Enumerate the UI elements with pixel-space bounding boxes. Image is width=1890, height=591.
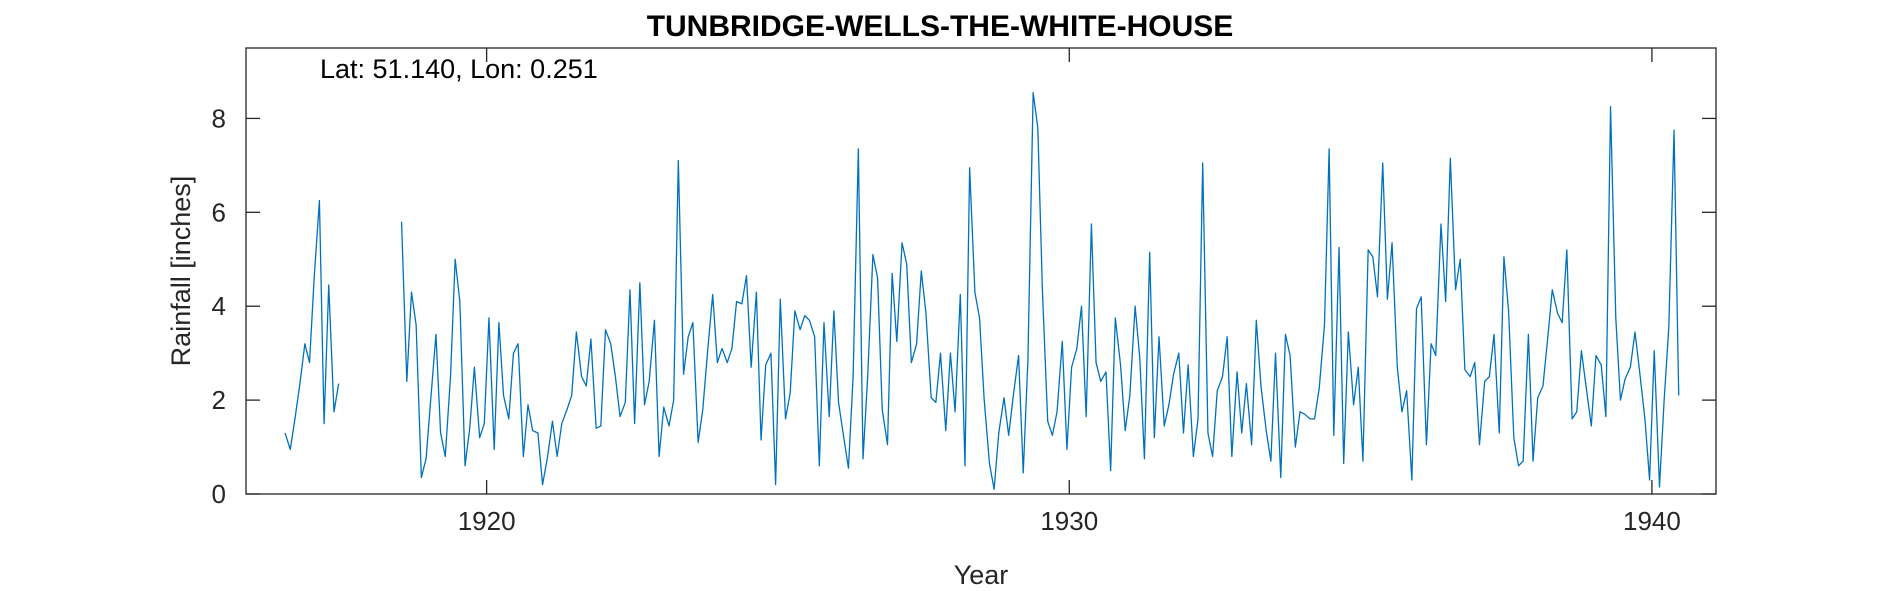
y-axis-label: Rainfall [inches] [166,176,196,367]
series-layer [284,91,1680,490]
ticks-layer: 1920 1930 1940 0 2 4 6 8 [212,48,1716,536]
y-tick-label: 4 [212,291,226,321]
location-annotation: Lat: 51.140, Lon: 0.251 [320,54,598,84]
x-tick-label: 1940 [1623,506,1681,536]
x-tick-label: 1920 [458,506,516,536]
y-tick-label: 6 [212,197,226,227]
x-axis-label: Year [954,560,1009,590]
rainfall-series-line-segment-2 [400,91,1680,490]
y-tick-label: 0 [212,479,226,509]
axes-layer [245,47,1717,495]
chart-title: TUNBRIDGE-WELLS-THE-WHITE-HOUSE [647,10,1234,43]
plot-area [246,48,1716,494]
y-tick-label: 8 [212,103,226,133]
rainfall-series-line-segment-1 [284,199,340,451]
x-tick-label: 1930 [1040,506,1098,536]
plot-box [245,47,1717,495]
y-tick-label: 2 [212,385,226,415]
